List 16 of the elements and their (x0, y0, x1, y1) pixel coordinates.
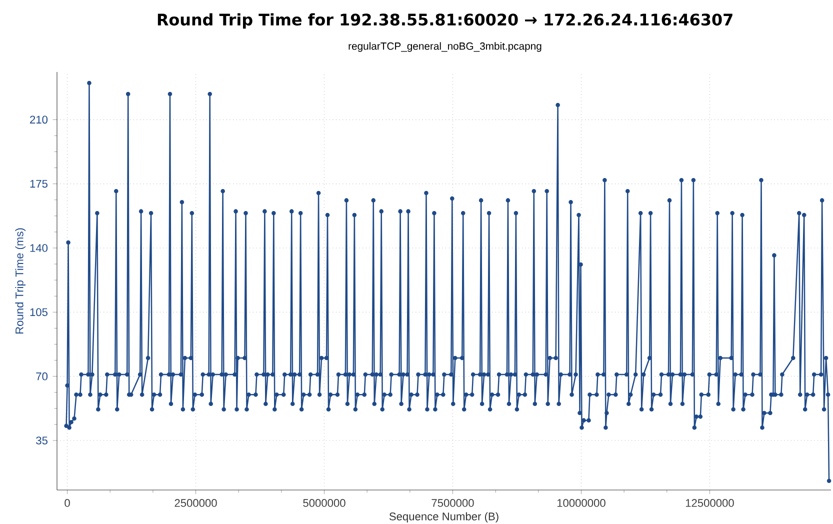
x-tick-label: 12500000 (686, 499, 734, 507)
y-tick-label: 210 (30, 116, 48, 124)
x-tick-label: 2500000 (174, 499, 217, 507)
x-tick-label: 7500000 (432, 499, 474, 507)
y-tick-label: 35 (36, 436, 48, 444)
chart-subtitle: regularTCP_general_noBG_3mbit.pcapng (348, 42, 542, 52)
y-tick-label: 175 (30, 180, 48, 188)
x-tick-label: 0 (64, 499, 70, 507)
x-tick-label: 10000000 (557, 499, 606, 507)
chart-title: Round Trip Time for 192.38.55.81:60020 → 172.26.24.116:46307 (158, 13, 732, 29)
y-tick-label: 70 (36, 372, 48, 380)
y-axis-title: Round Trip Time (ms) (15, 228, 26, 334)
y-tick-label: 105 (30, 308, 48, 316)
y-tick-label: 140 (30, 244, 48, 252)
x-tick-label: 5000000 (303, 499, 346, 507)
x-axis-title: Sequence Number (B) (389, 512, 498, 523)
